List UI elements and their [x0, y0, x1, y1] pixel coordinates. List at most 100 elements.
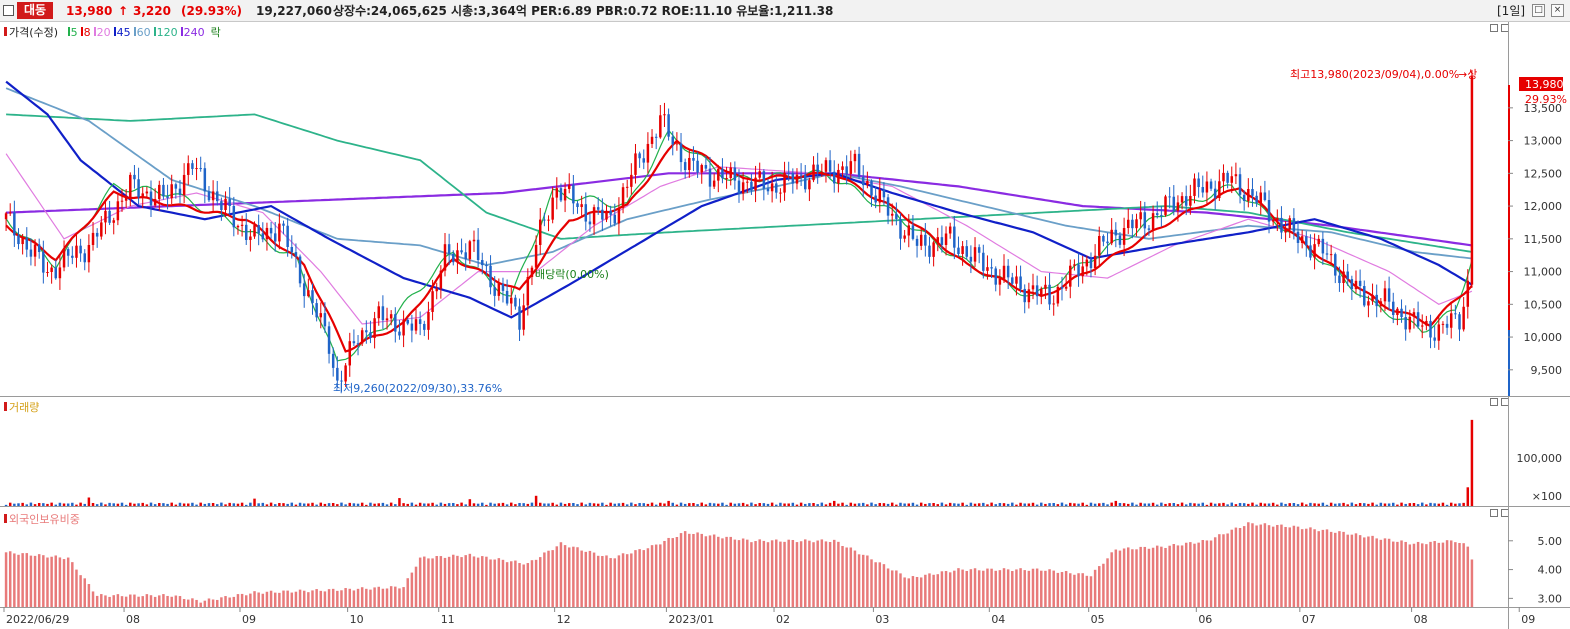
- candle-body: [356, 343, 360, 345]
- volume-bar: [1259, 502, 1262, 506]
- foreign-ratio-bar: [853, 550, 857, 607]
- candle-body: [853, 153, 857, 162]
- candle-body: [899, 218, 902, 239]
- volume-bar: [385, 504, 389, 506]
- foreign-ratio-bar: [861, 554, 865, 607]
- candle-body: [352, 341, 356, 344]
- close-button[interactable]: ×: [1551, 4, 1564, 17]
- maximize-button[interactable]: □: [1532, 4, 1545, 17]
- candle-body: [1044, 284, 1047, 289]
- foreign-ratio-bar: [124, 596, 128, 607]
- foreign-ratio-bar: [1011, 571, 1014, 607]
- foreign-ratio-bar: [621, 553, 625, 607]
- foreign-ratio-bar: [787, 539, 790, 607]
- foreign-ratio-bar: [750, 542, 753, 607]
- foreign-ratio-bar: [1313, 529, 1316, 607]
- volume-bar: [977, 503, 981, 506]
- foreign-ratio-bar: [878, 562, 882, 607]
- foreign-panel-maximize-button[interactable]: [1490, 509, 1498, 517]
- candle-body: [953, 226, 956, 248]
- candle-body: [828, 160, 832, 172]
- volume-bar: [1321, 502, 1325, 506]
- foreign-ratio-bar: [1077, 573, 1080, 607]
- volume-bar: [158, 502, 161, 506]
- volume-panel-close-button[interactable]: [1501, 398, 1509, 406]
- foreign-ratio-bar: [50, 556, 53, 607]
- foreign-ratio-bar: [158, 595, 161, 607]
- candle-body: [990, 267, 993, 269]
- foreign-ratio-bar: [816, 540, 819, 607]
- foreign-ratio-bar: [1346, 534, 1349, 607]
- foreign-ratio-bar: [1069, 573, 1072, 607]
- foreign-ratio-bar: [721, 538, 724, 607]
- price-panel-maximize-button[interactable]: [1490, 24, 1498, 32]
- foreign-ratio-bar: [261, 593, 265, 607]
- volume-bar: [667, 500, 670, 506]
- foreign-ratio-bar: [650, 545, 654, 607]
- period-selector[interactable]: [1일]: [1497, 4, 1526, 18]
- volume-bar: [265, 504, 269, 506]
- select-checkbox[interactable]: [3, 5, 14, 16]
- candle-body: [526, 276, 530, 306]
- candle-body: [1292, 218, 1296, 232]
- foreign-ratio-bar: [1222, 534, 1225, 607]
- volume-bar: [435, 504, 438, 506]
- volume-bar: [919, 502, 923, 506]
- volume-bar: [25, 504, 29, 506]
- volume-bar: [170, 502, 173, 506]
- volume-bar: [961, 502, 964, 506]
- volume-bar: [402, 503, 405, 506]
- candle-body: [940, 237, 944, 245]
- foreign-ratio-bar: [278, 592, 281, 607]
- foreign-ratio-bar: [1342, 531, 1345, 607]
- candle-body: [563, 188, 567, 201]
- foreign-ratio-bar: [162, 594, 165, 607]
- foreign-ratio-bar: [804, 539, 807, 607]
- volume-bar: [1201, 502, 1205, 506]
- foreign-ratio-bar: [696, 532, 699, 607]
- price-panel-close-button[interactable]: [1501, 24, 1509, 32]
- volume-bar: [609, 502, 612, 506]
- candle-body: [232, 205, 236, 228]
- foreign-panel-close-button[interactable]: [1501, 509, 1509, 517]
- foreign-ratio-bar: [447, 556, 451, 607]
- volume-bar: [679, 502, 683, 506]
- volume-bar: [286, 503, 289, 506]
- foreign-ratio-bar: [427, 558, 430, 607]
- foreign-ratio-bar: [1396, 541, 1399, 607]
- candle-body: [178, 188, 182, 195]
- foreign-ratio-bar: [890, 570, 894, 607]
- candle-body: [1367, 301, 1370, 306]
- volume-bar: [746, 504, 749, 506]
- stock-name[interactable]: 대동: [17, 2, 54, 19]
- volume-panel-maximize-button[interactable]: [1490, 398, 1498, 406]
- foreign-ratio-bar: [1321, 529, 1325, 607]
- foreign-ratio-bar: [1230, 529, 1234, 607]
- candle-body: [1445, 323, 1449, 328]
- volume-bar: [389, 502, 393, 506]
- candle-body: [708, 168, 712, 187]
- foreign-ratio-bar: [932, 574, 935, 607]
- volume-bar: [1011, 502, 1014, 506]
- foreign-ratio-bar: [216, 599, 219, 607]
- foreign-ratio-bar: [555, 546, 559, 607]
- foreign-ratio-bar: [646, 548, 650, 607]
- candle-body: [1081, 266, 1084, 277]
- volume-bar: [1077, 503, 1080, 506]
- candle-body: [845, 166, 848, 174]
- volume-bar: [323, 503, 327, 506]
- candle-body: [559, 188, 563, 201]
- volume-bar: [1218, 503, 1221, 506]
- volume-bar: [874, 504, 877, 506]
- candle-body: [534, 244, 538, 268]
- candle-body: [1006, 265, 1010, 278]
- volume-bar: [683, 503, 687, 506]
- candle-body: [323, 313, 327, 327]
- candle-body: [659, 115, 662, 138]
- foreign-ratio-bar: [779, 541, 782, 607]
- candle-body: [646, 143, 650, 163]
- foreign-ratio-bar: [944, 571, 948, 607]
- candle-body: [369, 332, 372, 338]
- candle-body: [1011, 277, 1014, 284]
